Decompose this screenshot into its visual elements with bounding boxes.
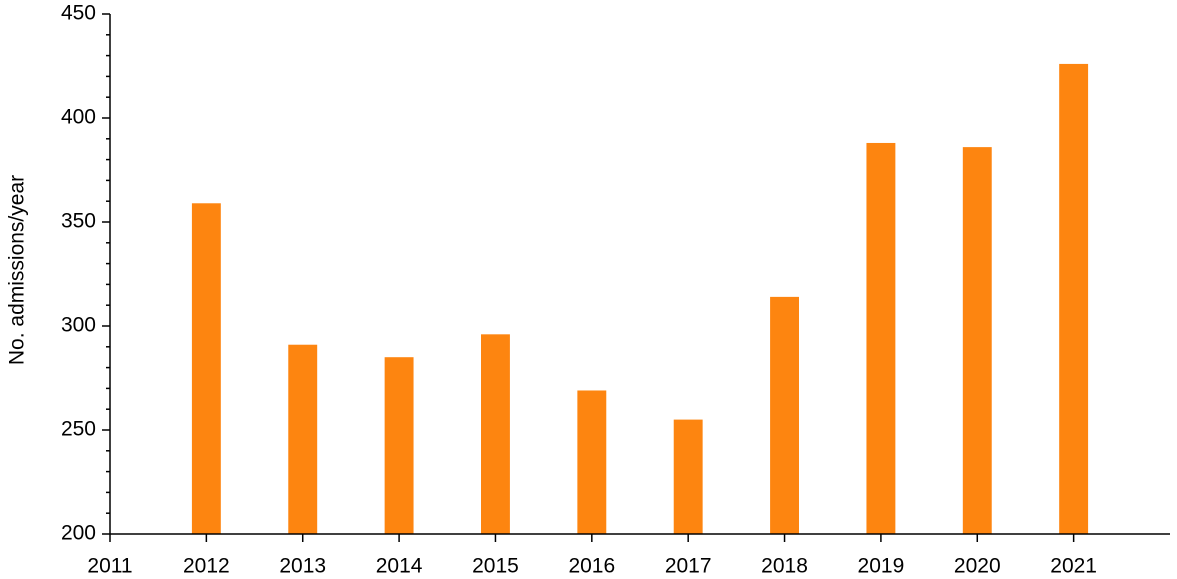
- bar: [673, 419, 703, 534]
- x-tick-label: 2019: [858, 555, 905, 578]
- y-tick-label: 200: [61, 522, 96, 545]
- bar: [1059, 63, 1089, 535]
- y-tick-label: 350: [61, 210, 96, 233]
- x-tick-label: 2012: [183, 555, 230, 578]
- x-tick-label: 2015: [472, 555, 519, 578]
- bar: [191, 203, 221, 534]
- bar: [770, 296, 799, 534]
- y-tick-label: 250: [61, 418, 96, 441]
- bar: [384, 357, 414, 534]
- x-tick-label: 2021: [1050, 555, 1097, 578]
- bar: [288, 344, 318, 534]
- y-axis-label: No. admissions/year: [6, 175, 29, 365]
- bar: [866, 142, 896, 534]
- x-tick-label: 2017: [665, 555, 712, 578]
- bar: [577, 390, 607, 534]
- x-tick-label: 2014: [376, 555, 423, 578]
- y-tick-label: 300: [61, 314, 96, 337]
- x-tick-label: 2020: [954, 555, 1001, 578]
- x-tick-label: 2011: [87, 555, 132, 578]
- bar: [962, 147, 992, 534]
- bar: [481, 334, 510, 534]
- x-tick-label: 2018: [761, 555, 808, 578]
- y-tick-label: 400: [61, 106, 96, 129]
- y-tick-label: 450: [61, 2, 96, 25]
- x-tick-label: 2016: [568, 555, 615, 578]
- x-tick-label: 2013: [279, 555, 326, 578]
